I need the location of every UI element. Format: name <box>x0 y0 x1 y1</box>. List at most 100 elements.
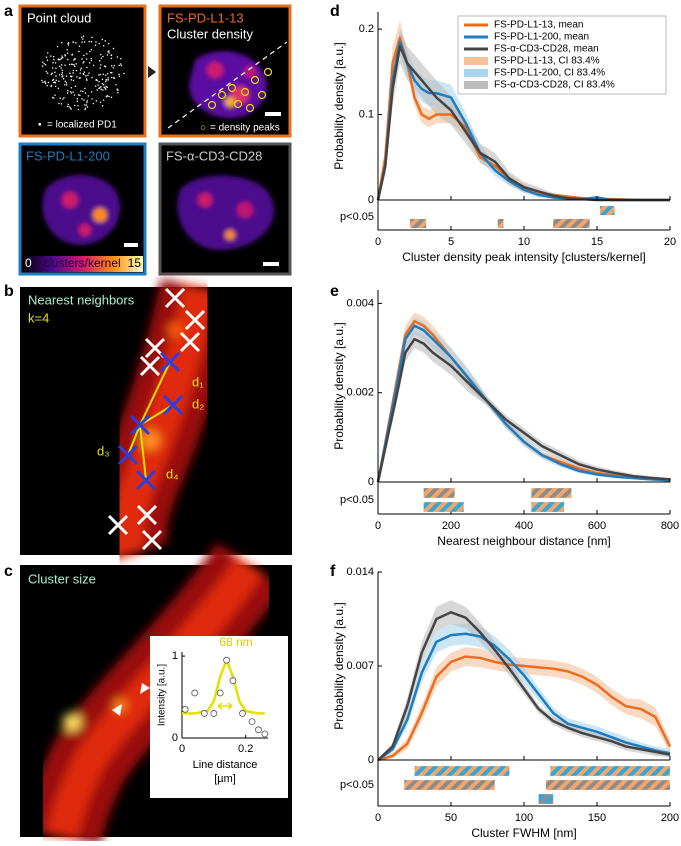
localization <box>103 65 106 67</box>
distance-label: d₂ <box>192 396 204 411</box>
data-point <box>229 677 237 685</box>
localization <box>113 64 115 67</box>
localization <box>120 58 122 60</box>
divider <box>167 41 288 129</box>
localization <box>82 35 85 37</box>
localization <box>67 58 69 61</box>
localization <box>90 48 93 51</box>
localization <box>42 61 44 63</box>
localization <box>107 51 109 53</box>
localization <box>111 72 113 74</box>
localization <box>87 74 89 77</box>
x-tick-label: 200 <box>661 812 679 824</box>
localization <box>90 41 93 43</box>
localization <box>45 70 47 73</box>
localization <box>64 84 66 86</box>
localization <box>44 81 46 83</box>
localization <box>60 64 63 66</box>
legend-label: FS-α-CD3-CD28, CI 83.4% <box>494 80 615 91</box>
localization <box>74 58 76 60</box>
legend-label: FS-PD-L1-200, CI 83.4% <box>494 68 605 79</box>
localization <box>60 67 62 69</box>
localization <box>72 69 75 72</box>
x-tick-label: 50 <box>445 812 457 824</box>
data-point <box>181 705 189 713</box>
localization <box>84 87 86 90</box>
localization <box>88 72 90 74</box>
distance-lines <box>127 361 174 481</box>
y-tick-label: 0.1 <box>359 108 374 120</box>
localization <box>54 71 56 73</box>
localization <box>62 98 64 100</box>
localization <box>69 91 72 93</box>
localization <box>67 44 70 46</box>
localization <box>84 107 87 109</box>
localization <box>72 41 74 43</box>
localization <box>77 105 79 107</box>
image-title: FS-α-CD3-CD28 <box>166 148 262 163</box>
localization <box>61 73 63 76</box>
significance-interval <box>404 780 495 790</box>
inset-background <box>150 636 288 798</box>
localization <box>66 92 69 94</box>
x-tick-label: 0 <box>375 236 381 248</box>
y-tick-label: 0 <box>368 194 374 206</box>
localization <box>115 84 117 86</box>
panel-label: f <box>330 563 336 580</box>
y-tick-label: 1 <box>172 650 178 662</box>
localization <box>61 69 64 72</box>
localization <box>105 95 108 97</box>
localization <box>66 105 69 108</box>
localization <box>104 40 106 42</box>
localization <box>105 74 107 76</box>
x-axis-label: Cluster density peak intensity [clusters… <box>402 250 645 264</box>
localization <box>78 50 80 53</box>
localization <box>82 38 84 40</box>
localization <box>110 72 112 74</box>
distance-label: d₄ <box>166 466 179 481</box>
localization <box>106 54 109 56</box>
localization <box>69 72 71 74</box>
localization <box>84 108 86 111</box>
localization <box>86 53 88 55</box>
localization <box>41 79 43 82</box>
localization <box>99 67 101 69</box>
localization <box>66 52 69 54</box>
localization <box>112 47 115 50</box>
localization <box>86 79 88 81</box>
localization <box>64 55 66 57</box>
mean-line <box>376 324 671 483</box>
significance-label: p<0.05 <box>340 494 374 506</box>
image-legend: = density peaks <box>210 123 280 134</box>
localization <box>61 55 63 57</box>
colorbar-max: 15 <box>128 256 142 270</box>
localization <box>50 84 53 87</box>
significance-interval <box>553 218 590 229</box>
data-point <box>239 710 246 717</box>
localization <box>75 42 77 44</box>
localization <box>70 63 73 65</box>
localization <box>102 73 104 75</box>
localization <box>107 73 109 75</box>
k-label: k=4 <box>28 310 49 325</box>
localization <box>72 63 74 66</box>
localization <box>79 69 82 71</box>
image-title: FS-PD-L1-200 <box>26 148 110 163</box>
localization <box>67 41 70 44</box>
localization <box>108 95 110 98</box>
localization <box>101 78 104 81</box>
localization <box>61 76 63 78</box>
x-tick-label: 100 <box>515 812 533 824</box>
localization <box>54 62 57 64</box>
localization <box>50 55 52 57</box>
localization <box>82 62 84 64</box>
localization <box>54 94 56 96</box>
y-tick-label: 0 <box>368 754 374 766</box>
localization <box>83 71 86 73</box>
localization <box>112 67 114 69</box>
localization <box>73 59 75 61</box>
localization <box>90 57 92 60</box>
x-tick-label: 800 <box>661 520 679 532</box>
localization <box>82 72 84 75</box>
